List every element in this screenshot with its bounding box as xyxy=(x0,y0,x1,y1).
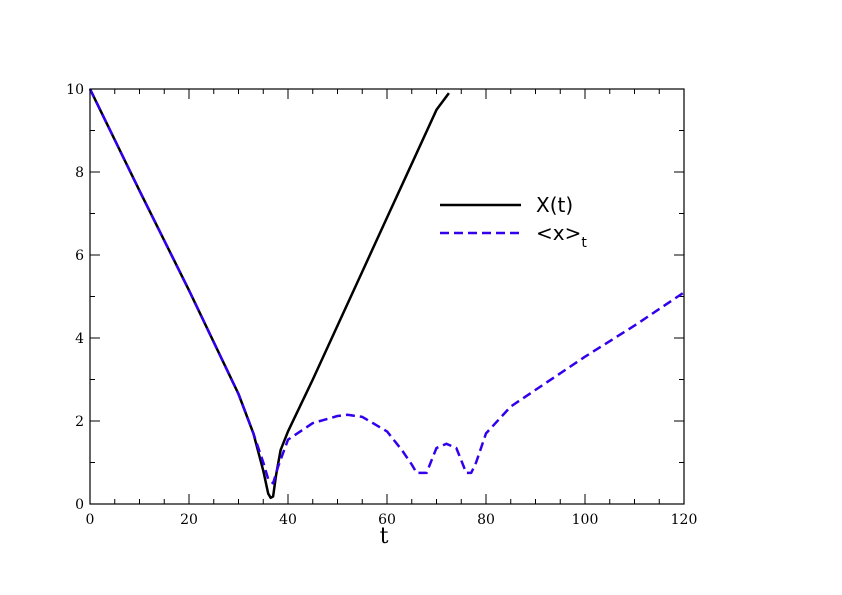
axis-ticks xyxy=(89,88,685,505)
series-line-x-t xyxy=(88,88,450,500)
x-tick-label: 120 xyxy=(671,512,698,528)
legend-label-x-t: X(t) xyxy=(536,193,573,217)
series-line-mean-x xyxy=(88,88,685,485)
y-tick-label: 10 xyxy=(66,82,84,98)
x-tick-label: 20 xyxy=(180,512,198,528)
y-tick-label: 0 xyxy=(75,497,84,513)
legend: X(t) <x>t xyxy=(440,193,587,251)
y-tick-label: 4 xyxy=(75,331,84,347)
x-tick-label: 80 xyxy=(477,512,495,528)
y-tick-label: 8 xyxy=(75,165,84,181)
x-tick-label: 100 xyxy=(572,512,599,528)
series-layer xyxy=(88,88,685,500)
y-tick-label: 2 xyxy=(75,414,84,430)
y-tick-label: 6 xyxy=(75,248,84,264)
legend-label-mean-x: <x>t xyxy=(536,221,587,251)
legend-label-mean-x-main: <x> xyxy=(536,221,581,245)
tick-labels: 0 20 40 60 80 100 120 0 2 4 6 8 10 xyxy=(66,82,697,528)
x-tick-label: 40 xyxy=(279,512,297,528)
x-tick-label: 0 xyxy=(86,512,95,528)
plot-frame xyxy=(89,88,685,505)
x-tick-label: 60 xyxy=(378,512,396,528)
legend-label-mean-x-subscript: t xyxy=(581,235,587,251)
x-axis-title: t xyxy=(380,524,389,549)
